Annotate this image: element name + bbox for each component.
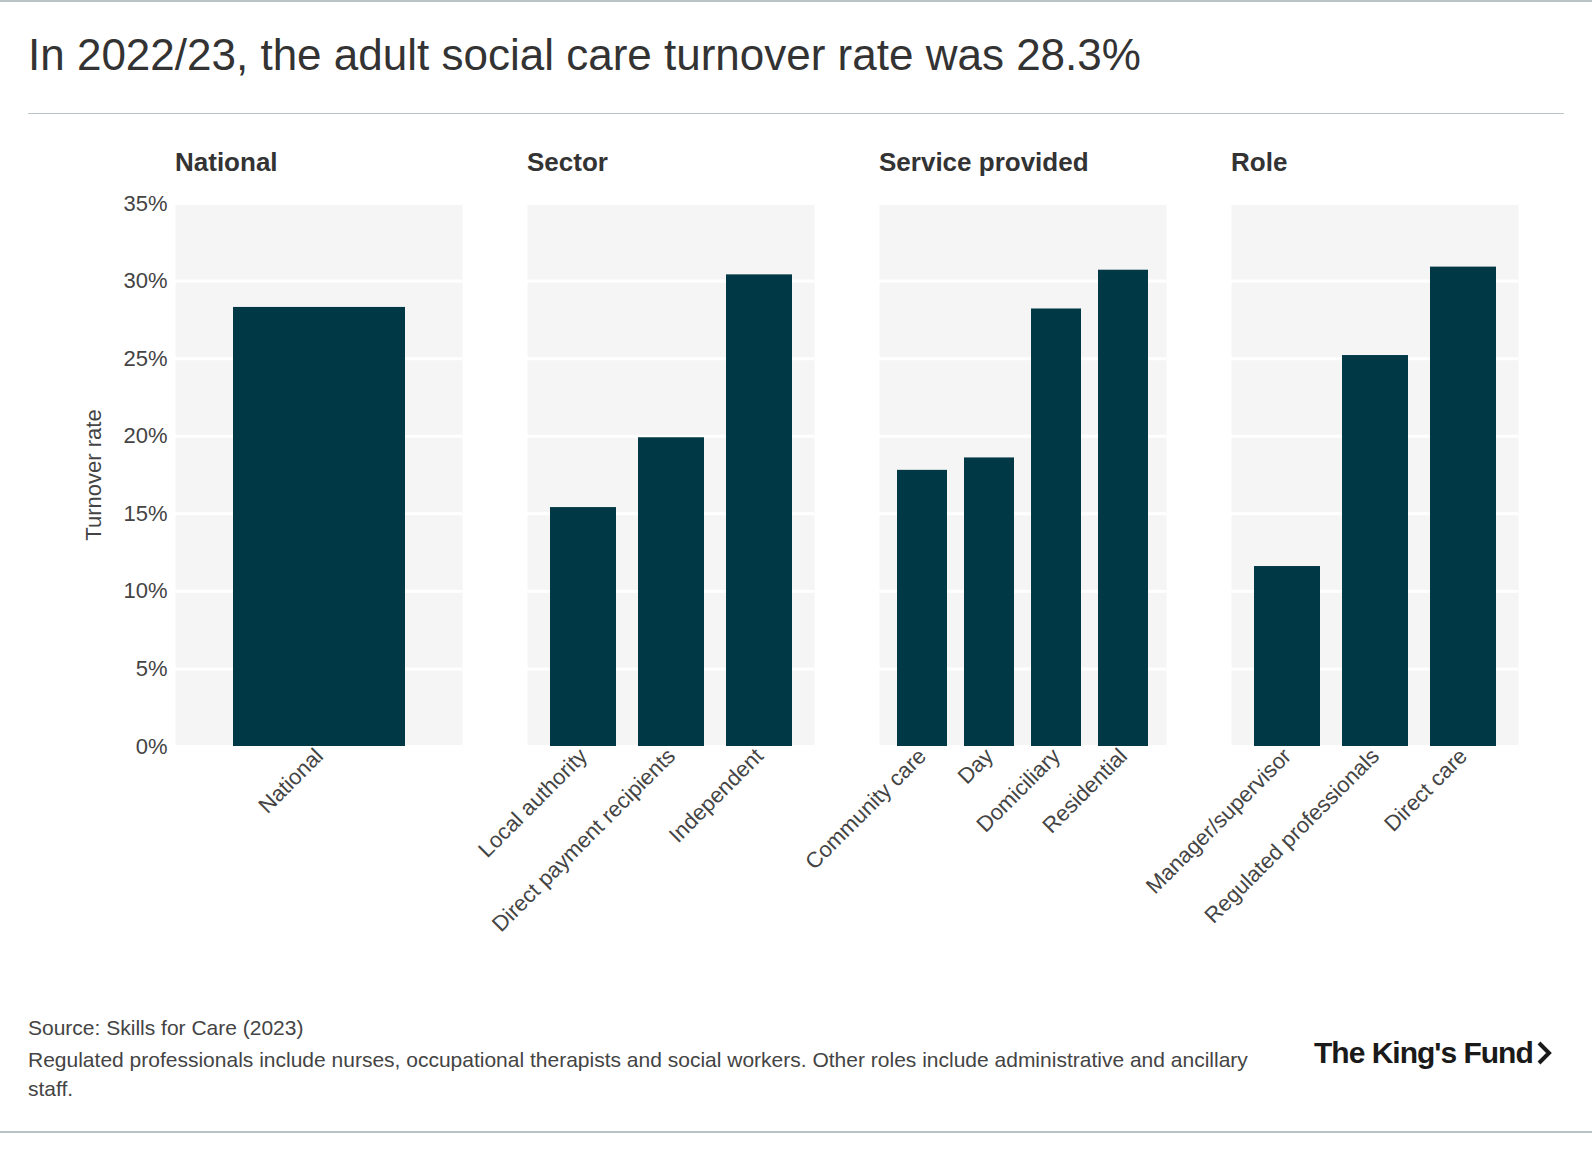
svg-text:Independent: Independent [664,743,768,847]
html-text:Role: Role [1231,147,1288,177]
svg-text:35%: 35% [123,191,167,216]
html-text:Source: Skills for Care (2023): Source: Skills for Care (2023) [28,1016,304,1039]
svg-text:National: National [253,743,328,818]
svg-text:Day: Day [953,743,998,788]
svg-text:Direct care: Direct care [1379,743,1472,836]
html-text:National: National [175,147,278,177]
svg-text:Manager/supervisor: Manager/supervisor [1141,743,1296,898]
svg-text:10%: 10% [123,578,167,603]
svg-text:20%: 20% [123,423,167,448]
html-text:Regulated professionals includ: Regulated professionals include nurses, … [28,1048,1248,1100]
svg-text:Residential: Residential [1037,743,1132,838]
svg-text:5%: 5% [136,656,168,681]
svg-text:Turnover rate: Turnover rate [81,409,106,540]
html-text:Service provided: Service provided [879,147,1089,177]
html-text:Sector: Sector [527,147,608,177]
svg-text:Community care: Community care [800,743,931,874]
html-text:The King's Fund: The King's Fund [1314,1036,1533,1069]
html-text:In 2022/23, the adult social c: In 2022/23, the adult social care turnov… [28,30,1141,79]
svg-text:Regulated professionals: Regulated professionals [1199,743,1384,928]
svg-text:25%: 25% [123,346,167,371]
svg-text:15%: 15% [123,501,167,526]
svg-text:Direct payment recipients: Direct payment recipients [487,743,680,936]
svg-text:0%: 0% [136,734,168,759]
svg-text:Local authority: Local authority [473,743,592,863]
svg-text:Domiciliary: Domiciliary [971,743,1065,838]
svg-text:30%: 30% [123,268,167,293]
